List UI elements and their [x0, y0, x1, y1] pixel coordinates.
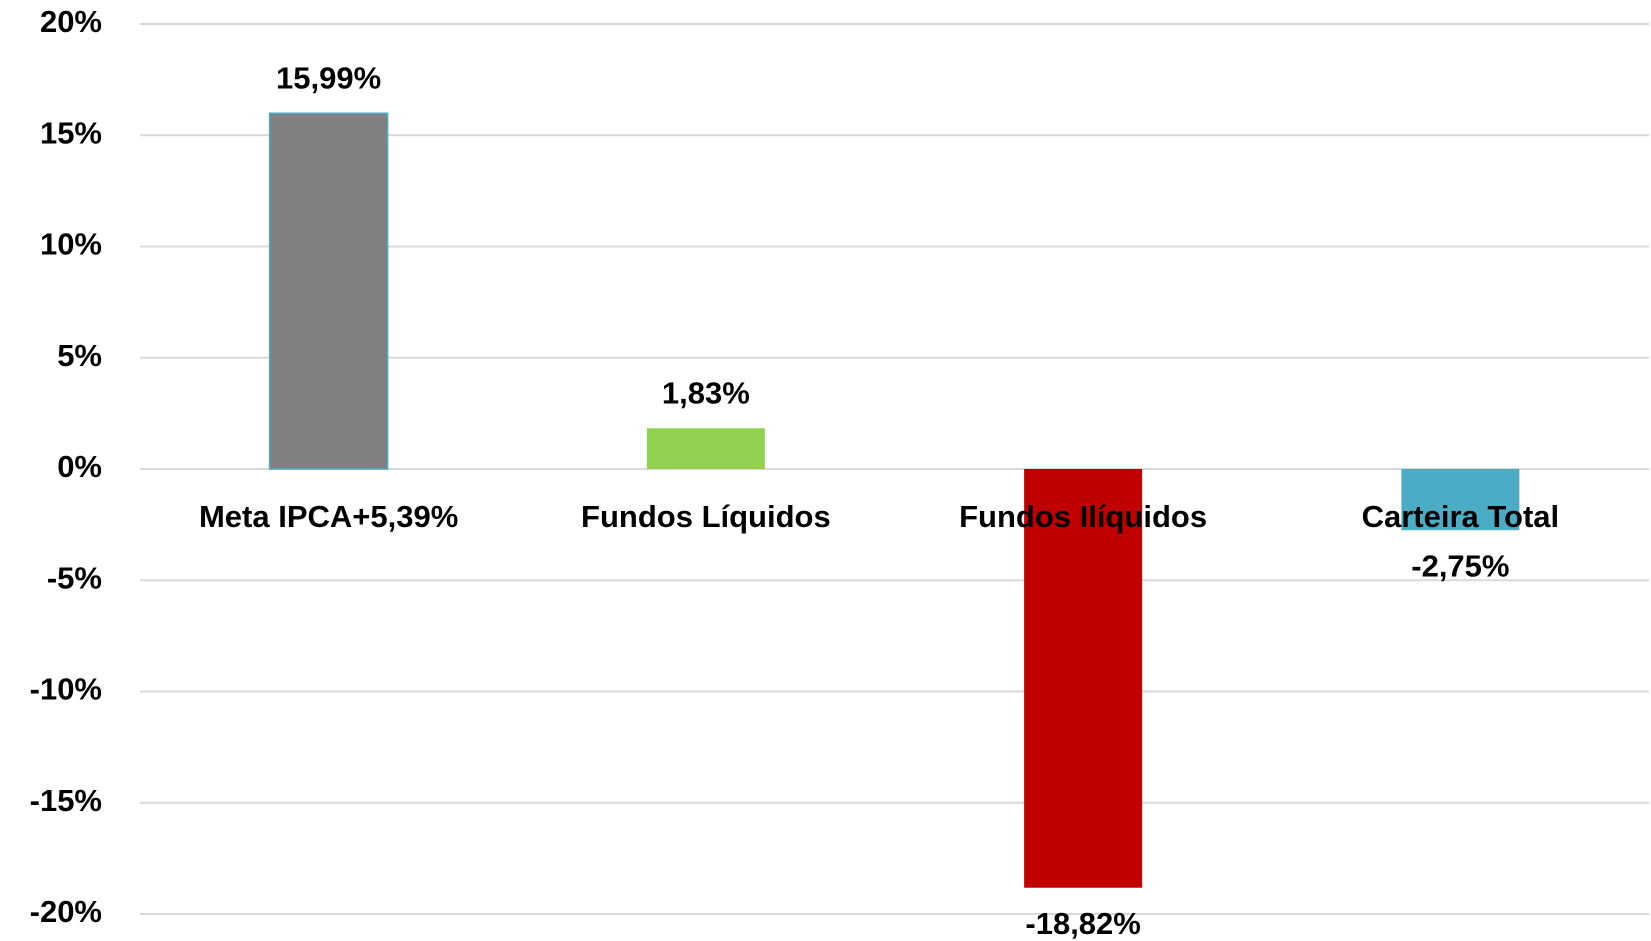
bar: [646, 428, 765, 469]
y-tick-label: 5%: [57, 338, 102, 373]
x-tick-label: Fundos Líquidos: [581, 499, 831, 534]
x-tick-label: Fundos Ilíquidos: [959, 499, 1207, 534]
y-tick-label: 20%: [40, 4, 102, 39]
y-tick-label: 0%: [57, 449, 102, 484]
y-tick-label: 15%: [40, 115, 102, 150]
y-tick-label: -10%: [30, 672, 102, 707]
bar: [1024, 469, 1143, 888]
bar: [268, 112, 389, 470]
value-label: 1,83%: [662, 375, 750, 410]
value-label: 15,99%: [276, 60, 381, 95]
bar: [1401, 469, 1520, 531]
y-tick-label: -20%: [30, 894, 102, 929]
y-tick-label: 10%: [40, 227, 102, 262]
value-label: -2,75%: [1411, 548, 1509, 583]
y-tick-label: -15%: [30, 783, 102, 818]
x-tick-label: Carteira Total: [1362, 499, 1560, 534]
value-label: -18,82%: [1025, 906, 1140, 941]
y-tick-label: -5%: [47, 560, 102, 595]
x-tick-label: Meta IPCA+5,39%: [199, 499, 458, 534]
